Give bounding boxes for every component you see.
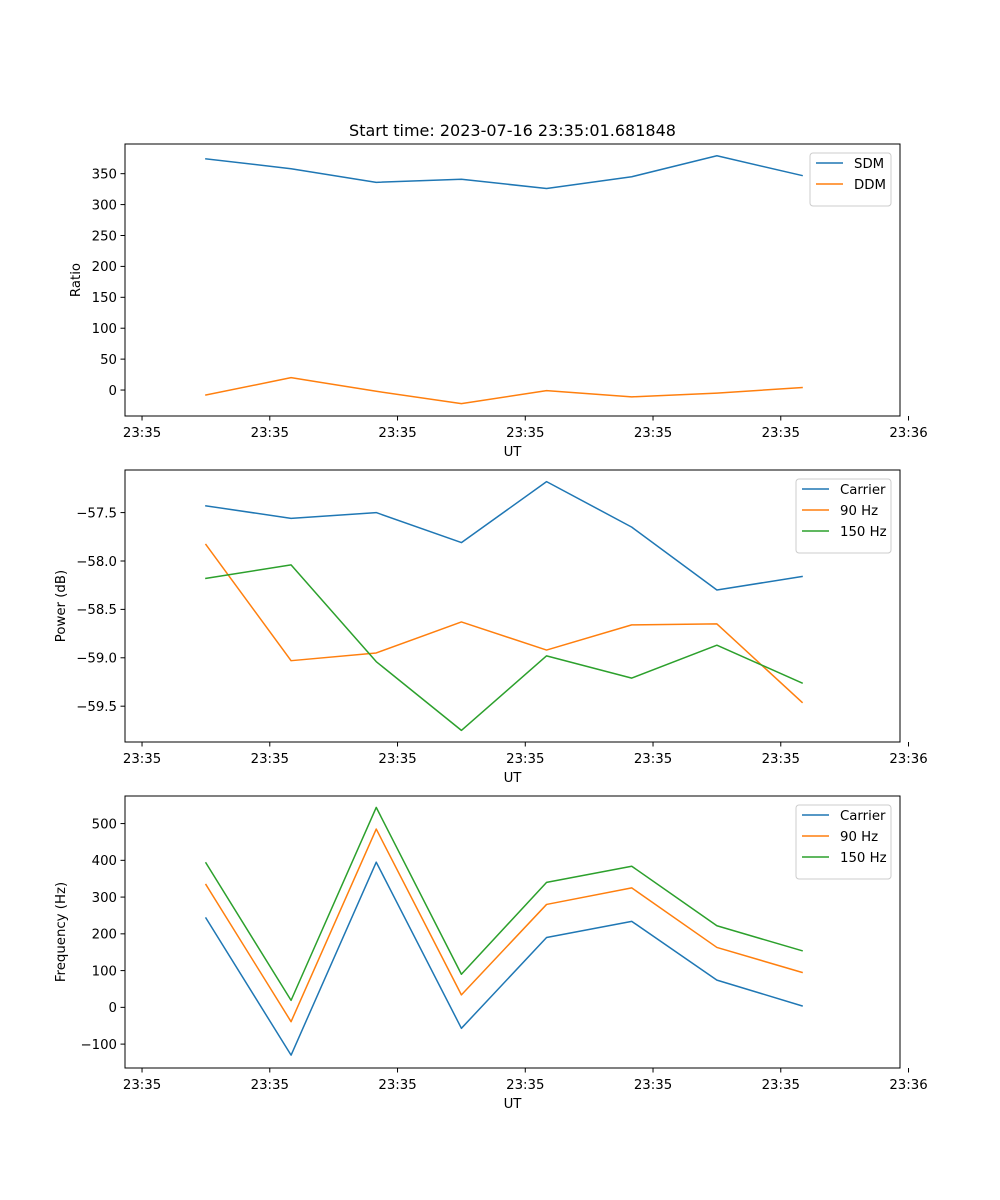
- power-panel: 23:35 23:35 23:35 23:35 23:35 23:35 23:36 −59.5…: [54, 469, 928, 786]
- frequency-ytick-label: 300: [92, 891, 117, 906]
- ratio-xtick-label: 23:35: [762, 426, 800, 441]
- power-xtick-label: 23:35: [634, 752, 672, 767]
- ratio-ylabel: Ratio: [69, 263, 84, 297]
- ratio-ytick-label: 150: [92, 291, 117, 306]
- power-xtick-label: 23:35: [251, 752, 289, 767]
- ratio-ytick-label: 50: [100, 353, 117, 368]
- power-xtick-label: 23:36: [889, 752, 927, 767]
- power-legend: [795, 478, 892, 554]
- frequency-ytick-label: 0: [109, 1001, 117, 1016]
- frequency-xtick-label: 23:36: [889, 1078, 927, 1093]
- ratio-ytick-label: 200: [92, 260, 117, 275]
- frequency-ytick-label: 100: [92, 964, 117, 979]
- power-series-carrier-line: [205, 480, 803, 591]
- power-ytick-label: −58.5: [76, 603, 117, 618]
- frequency-legend-label-carrier: Carrier: [840, 809, 886, 824]
- power-ytick-label: −58.0: [76, 555, 117, 570]
- power-xtick-label: 23:35: [506, 752, 544, 767]
- power-ytick-label: −59.5: [76, 700, 117, 715]
- ratio-ytick-label: 0: [109, 384, 117, 399]
- ratio-ytick-label: 100: [92, 322, 117, 337]
- frequency-xtick-label: 23:35: [762, 1078, 800, 1093]
- ratio-xtick-label: 23:35: [251, 426, 289, 441]
- ratio-xtick-label: 23:35: [506, 426, 544, 441]
- ratio-legend: [809, 152, 892, 207]
- frequency-xlabel: UT: [504, 1097, 523, 1112]
- frequency-series-carrier-line: [204, 861, 803, 1056]
- power-series-90-hz-line: [204, 543, 804, 704]
- frequency-xtick-label: 23:35: [506, 1078, 544, 1093]
- frequency-xtick-label: 23:35: [634, 1078, 672, 1093]
- ratio-xtick-label: 23:35: [634, 426, 672, 441]
- frequency-xtick-label: 23:35: [251, 1078, 289, 1093]
- frequency-ytick-label: −100: [80, 1038, 117, 1053]
- frequency-ylabel: Frequency (Hz): [54, 882, 69, 982]
- frequency-legend: [795, 804, 892, 880]
- power-xlabel: UT: [504, 771, 523, 786]
- frequency-axes-frame: [124, 795, 901, 1069]
- power-ytick-label: −59.0: [76, 652, 117, 667]
- power-xtick-label: 23:35: [378, 752, 416, 767]
- ratio-legend-label-ddm: DDM: [854, 178, 886, 193]
- frequency-legend-label-90-hz: 90 Hz: [840, 830, 878, 845]
- ratio-series-sdm-line: [205, 155, 803, 190]
- ratio-legend-label-sdm: SDM: [854, 157, 884, 172]
- power-series-150-hz-line: [205, 564, 804, 732]
- ratio-xtick-label: 23:36: [889, 426, 927, 441]
- ratio-xtick-label: 23:35: [378, 426, 416, 441]
- power-xtick-label: 23:35: [123, 752, 161, 767]
- frequency-series-90-hz-line: [204, 828, 803, 1023]
- ratio-axes-frame: [124, 143, 901, 417]
- frequency-ytick-label: 400: [92, 854, 117, 869]
- frequency-legend-label-150-hz: 150 Hz: [840, 851, 887, 866]
- ratio-ytick-label: 350: [92, 167, 117, 182]
- frequency-ytick-label: 200: [92, 928, 117, 943]
- ratio-ytick-label: 300: [92, 198, 117, 213]
- frequency-panel: 23:35 23:35 23:35 23:35 23:35 23:35 23:36 −100 0…: [54, 795, 928, 1112]
- power-legend-label-carrier: Carrier: [840, 483, 886, 498]
- ratio-series-ddm-line: [205, 376, 803, 405]
- power-axes-frame: [124, 469, 901, 743]
- power-legend-label-90-hz: 90 Hz: [840, 504, 878, 519]
- ratio-xtick-label: 23:35: [123, 426, 161, 441]
- power-xtick-label: 23:35: [762, 752, 800, 767]
- ratio-ytick-label: 250: [92, 229, 117, 244]
- frequency-xtick-label: 23:35: [123, 1078, 161, 1093]
- power-ytick-label: −57.5: [76, 506, 117, 521]
- ratio-panel: 23:35 23:35 23:35 23:35 23:35 23:35 23:36 0 50 10…: [69, 143, 928, 460]
- frequency-xtick-label: 23:35: [378, 1078, 416, 1093]
- power-legend-label-150-hz: 150 Hz: [840, 525, 887, 540]
- frequency-series-150-hz-line: [204, 806, 803, 1002]
- ratio-xlabel: UT: [504, 445, 523, 460]
- figure-title: Start time: 2023-07-16 23:35:01.681848: [349, 121, 676, 140]
- frequency-ytick-label: 500: [92, 817, 117, 832]
- power-ylabel: Power (dB): [54, 570, 69, 642]
